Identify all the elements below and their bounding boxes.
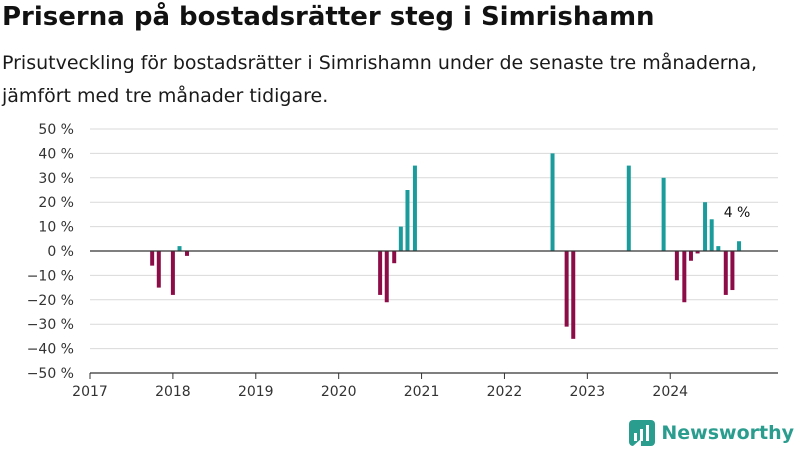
bar: [703, 202, 708, 251]
x-tick-label: 2017: [72, 384, 108, 400]
annotations: 4 %: [724, 205, 751, 221]
y-axis-tick-labels: 50 % 40 % 30 % 20 % 10 % 0 % −10 % −20 % −30 % −4…: [27, 122, 74, 382]
bars: [150, 153, 742, 339]
x-tick-label: 2024: [652, 384, 688, 400]
x-axis-tick-labels: 2017 2018 2019 2020 2021 2022 2023 2024: [72, 373, 688, 400]
brand: Newsworthy: [629, 420, 794, 446]
bar: [378, 251, 383, 295]
bar: [398, 226, 403, 251]
newsworthy-logo-icon: [629, 420, 656, 446]
bar: [737, 241, 742, 251]
bar: [709, 219, 714, 251]
bar: [661, 177, 666, 251]
y-tick-label: 20 %: [38, 195, 74, 211]
x-tick-label: 2023: [570, 384, 606, 400]
bar: [156, 251, 161, 288]
bar: [682, 251, 687, 303]
x-tick-label: 2020: [321, 384, 357, 400]
x-axis: [90, 250, 778, 374]
chart-subtitle: Prisutveckling för bostadsrätter i Simri…: [2, 52, 757, 107]
bar: [716, 246, 721, 251]
y-tick-label: −30 %: [27, 317, 74, 333]
bar: [170, 251, 175, 295]
bar: [564, 251, 569, 327]
bar: [412, 165, 417, 251]
y-tick-label: 0 %: [47, 244, 74, 260]
y-tick-label: 50 %: [38, 122, 74, 138]
bar: [571, 251, 576, 339]
x-tick-label: 2019: [238, 384, 274, 400]
bar: [392, 251, 397, 264]
bar: [150, 251, 155, 266]
y-tick-label: −40 %: [27, 342, 74, 358]
bar: [177, 246, 182, 251]
bar: [405, 190, 410, 251]
x-tick-label: 2018: [155, 384, 191, 400]
last-value-label: 4 %: [724, 205, 751, 221]
bar: [688, 251, 693, 261]
bar: [723, 251, 728, 295]
x-tick-label: 2022: [487, 384, 523, 400]
y-tick-label: 30 %: [38, 171, 74, 187]
y-tick-label: −50 %: [27, 366, 74, 382]
bar: [695, 251, 700, 254]
bar: [550, 153, 555, 251]
y-tick-label: −20 %: [27, 293, 74, 309]
bar: [674, 251, 679, 281]
x-tick-label: 2021: [404, 384, 440, 400]
y-tick-label: −10 %: [27, 268, 74, 284]
brand-name: Newsworthy: [661, 422, 794, 444]
y-tick-label: 40 %: [38, 146, 74, 162]
y-tick-label: 10 %: [38, 220, 74, 236]
chart-title: Priserna på bostadsrätter steg i Simrish…: [2, 2, 655, 32]
bar: [384, 251, 389, 303]
bar: [626, 165, 631, 251]
bar: [184, 251, 189, 256]
bar: [730, 251, 735, 291]
